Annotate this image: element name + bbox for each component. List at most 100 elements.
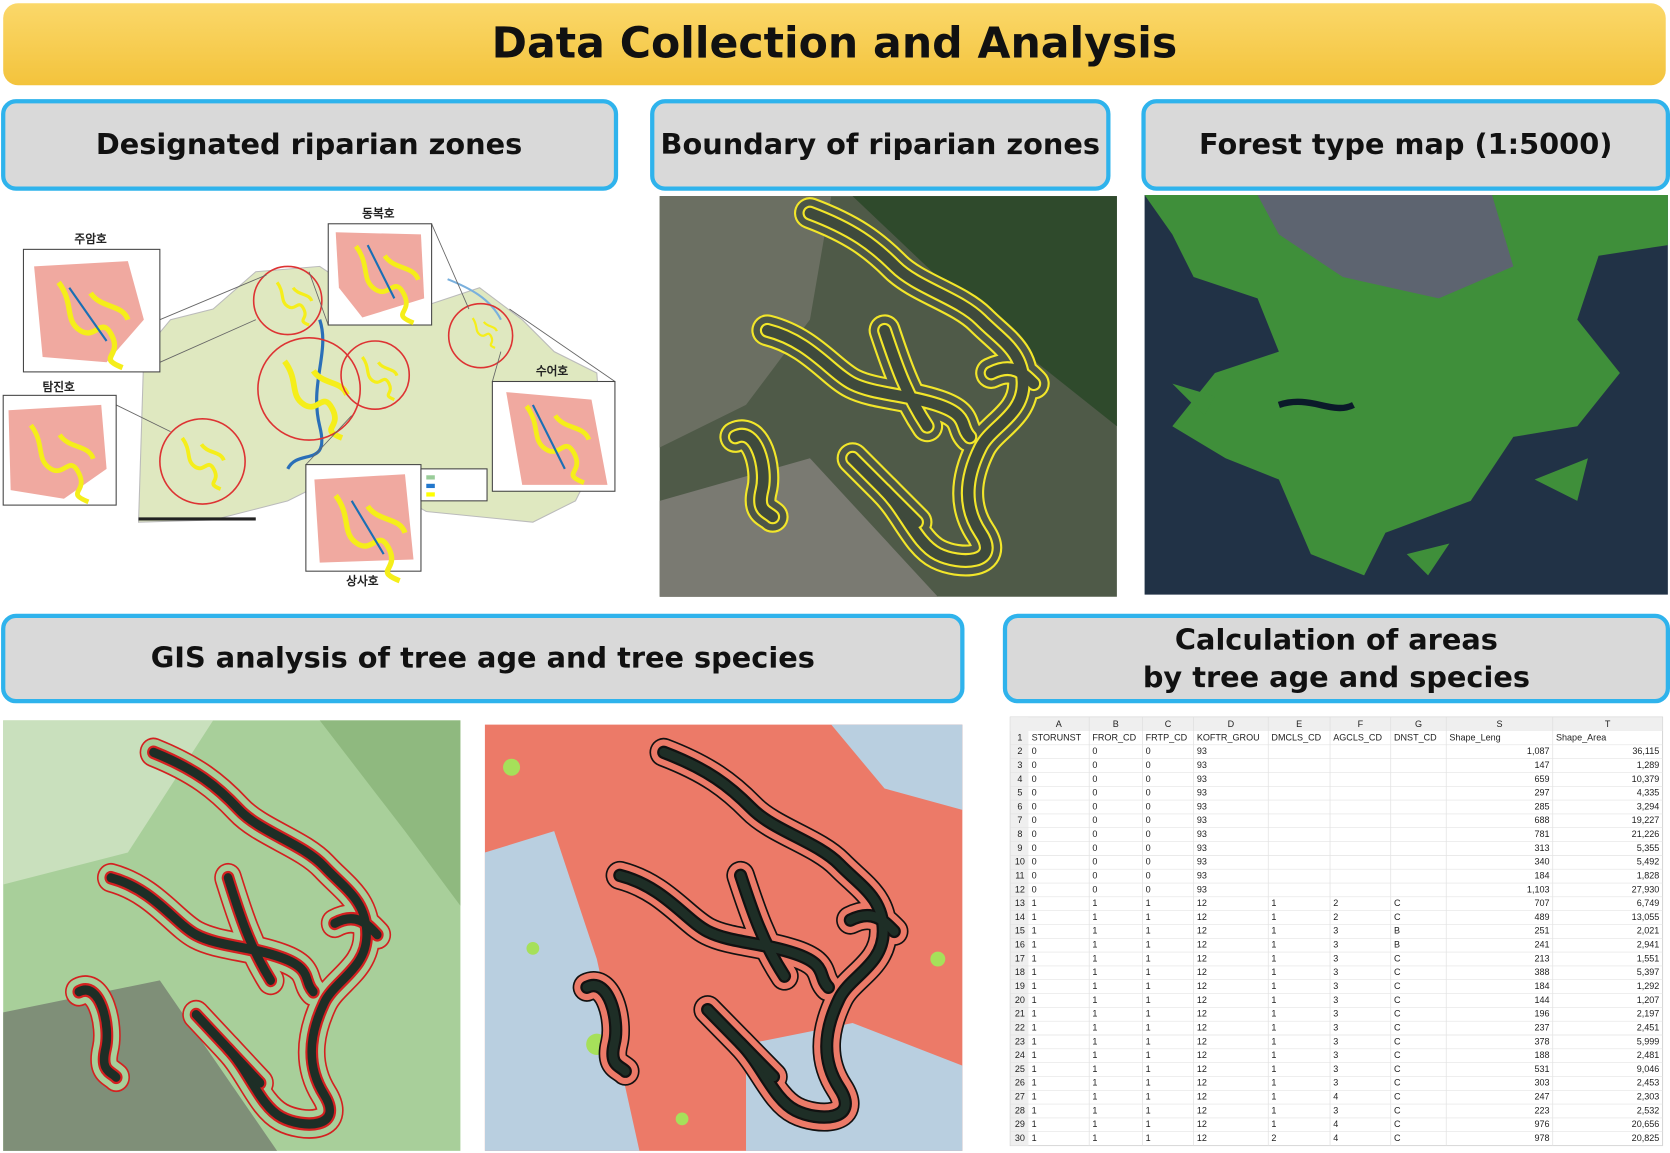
map-detail <box>3 980 278 1151</box>
table-cell: 1,828 <box>1637 870 1660 880</box>
table-cell: 3 <box>1333 953 1338 963</box>
table-cell: 1 <box>1271 967 1276 977</box>
table-cell: 0 <box>1092 746 1097 756</box>
table-cell: 2,451 <box>1637 1022 1660 1032</box>
table-cell: 0 <box>1092 884 1097 894</box>
table-cell: 2,303 <box>1637 1092 1660 1102</box>
table-cell: 13,055 <box>1632 912 1660 922</box>
table-cell: 1 <box>1092 898 1097 908</box>
table-cell: 12 <box>1197 1009 1207 1019</box>
table-cell: 2 <box>1333 898 1338 908</box>
table-cell: C <box>1394 1036 1401 1046</box>
map-detail <box>314 474 414 563</box>
table-cell: 1 <box>1271 940 1276 950</box>
map-detail <box>930 951 946 967</box>
table-cell: 1 <box>1032 1092 1037 1102</box>
table-cell: 0 <box>1032 774 1037 784</box>
table-cell: 4 <box>1333 1133 1338 1143</box>
panel-title: GIS analysis of tree age and tree specie… <box>151 641 815 675</box>
table-cell: 0 <box>1092 843 1097 853</box>
table-cell: 3 <box>1333 1022 1338 1032</box>
table-cell: 3 <box>1333 1105 1338 1115</box>
table-cell: 1 <box>1271 898 1276 908</box>
table-cell: 0 <box>1032 788 1037 798</box>
map-detail <box>159 417 246 505</box>
table-cell: C <box>1394 1119 1401 1129</box>
table-cell: 1 <box>1032 953 1037 963</box>
row-number: 2 <box>1017 746 1022 756</box>
table-cell: DNST_CD <box>1394 732 1437 742</box>
row-number: 19 <box>1015 981 1025 991</box>
table-cell: 5,355 <box>1637 843 1660 853</box>
map-detail <box>531 404 566 470</box>
table-cell: 3 <box>1333 995 1338 1005</box>
row-number: 10 <box>1015 857 1025 867</box>
table-cell: 1 <box>1092 940 1097 950</box>
table-cell: 93 <box>1197 760 1207 770</box>
table-cell: 0 <box>1146 760 1151 770</box>
map-detail <box>426 483 435 489</box>
map-detail <box>115 223 616 465</box>
table-cell: 5,397 <box>1637 967 1660 977</box>
forest-map <box>1144 195 1668 595</box>
table-cell: KOFTR_GROU <box>1197 732 1260 742</box>
table-cell: 1 <box>1032 1133 1037 1143</box>
table-cell: 1 <box>1092 912 1097 922</box>
map-detail <box>308 271 329 326</box>
table-cell: 1 <box>1032 1036 1037 1046</box>
table-cell: 1 <box>1092 995 1097 1005</box>
row-number: 3 <box>1017 760 1022 770</box>
table-cell: C <box>1394 1064 1401 1074</box>
table-cell: 12 <box>1197 940 1207 950</box>
table-cell: 707 <box>1534 898 1549 908</box>
map-detail <box>286 319 325 470</box>
table-cell: 1 <box>1146 898 1151 908</box>
map-detail <box>305 415 353 465</box>
table-cell: 781 <box>1534 829 1549 839</box>
table-cell: 10,379 <box>1632 774 1660 784</box>
table-cell: 2,532 <box>1637 1105 1660 1115</box>
table-cell: 93 <box>1197 801 1207 811</box>
table-cell: 3 <box>1333 981 1338 991</box>
table-cell: 1 <box>1146 1092 1151 1102</box>
table-cell: 1 <box>1092 1078 1097 1088</box>
table-cell: 0 <box>1092 788 1097 798</box>
table-cell: 1 <box>1032 898 1037 908</box>
map-detail <box>1010 717 1029 1146</box>
table-cell: C <box>1394 1092 1401 1102</box>
map-detail <box>659 458 938 597</box>
map-detail <box>675 1112 689 1126</box>
table-cell: 978 <box>1534 1133 1549 1143</box>
table-cell: 1 <box>1092 1022 1097 1032</box>
table-cell: 1 <box>1271 1092 1276 1102</box>
table-cell: 0 <box>1032 815 1037 825</box>
table-cell: 19,227 <box>1632 815 1660 825</box>
row-number: 26 <box>1015 1078 1025 1088</box>
table-cell: 12 <box>1197 1064 1207 1074</box>
table-cell: 1 <box>1146 981 1151 991</box>
table-cell: 0 <box>1032 760 1037 770</box>
row-number: 6 <box>1017 801 1022 811</box>
map-detail <box>426 492 435 497</box>
map-detail <box>340 340 411 410</box>
table-cell: 0 <box>1032 857 1037 867</box>
map-detail <box>257 337 362 441</box>
table-cell: 213 <box>1534 953 1549 963</box>
column-letter: E <box>1296 719 1302 729</box>
table-cell: 1 <box>1092 1050 1097 1060</box>
table-cell: C <box>1394 967 1401 977</box>
table-cell: 1 <box>1032 1022 1037 1032</box>
row-number: 15 <box>1015 926 1025 936</box>
map-detail <box>159 265 514 505</box>
map-label: 동복호 <box>362 206 395 220</box>
zone-map: 주암호 동복호 탐진호 수어호 상사호 <box>2 206 616 588</box>
table-cell: 12 <box>1197 1092 1207 1102</box>
table-cell: 1 <box>1146 995 1151 1005</box>
row-number: 29 <box>1015 1119 1025 1129</box>
table-cell: 1 <box>1146 967 1151 977</box>
table-cell: 1 <box>1146 1009 1151 1019</box>
table-cell: 0 <box>1146 788 1151 798</box>
table-cell: 12 <box>1197 1050 1207 1060</box>
row-number: 8 <box>1017 829 1022 839</box>
table-cell: 2,197 <box>1637 1009 1660 1019</box>
